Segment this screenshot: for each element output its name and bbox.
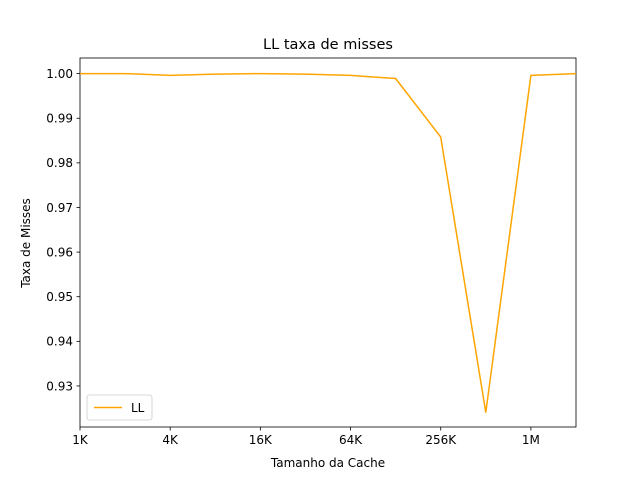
- y-tick-label: 0.98: [46, 156, 73, 170]
- x-tick-label: 256K: [425, 433, 457, 447]
- y-tick-label: 0.96: [46, 245, 73, 259]
- y-tick-label: 1.00: [46, 67, 73, 81]
- y-tick-label: 0.95: [46, 290, 73, 304]
- y-axis-label: Taxa de Misses: [19, 198, 33, 289]
- x-tick-label: 64K: [339, 433, 363, 447]
- series-line-ll: [80, 72, 577, 414]
- x-tick-label: 1K: [72, 433, 89, 447]
- y-tick-label: 0.99: [46, 112, 73, 126]
- x-axis-label: Tamanho da Cache: [270, 456, 385, 470]
- y-tick-label: 0.93: [46, 379, 73, 393]
- legend-label: LL: [131, 401, 145, 415]
- x-tick-label: 1M: [522, 433, 540, 447]
- plot-frame: [79, 57, 577, 428]
- y-tick-label: 0.94: [46, 335, 73, 349]
- x-tick-label: 16K: [249, 433, 273, 447]
- chart-title: LL taxa de misses: [263, 37, 393, 53]
- plot-area: 1K 4K 16K 64K 256K 1M 0.93 0.94 0.95 0.96 0.97 0.98…: [46, 57, 577, 447]
- x-tick-label: 4K: [162, 433, 179, 447]
- y-tick-label: 0.97: [46, 201, 73, 215]
